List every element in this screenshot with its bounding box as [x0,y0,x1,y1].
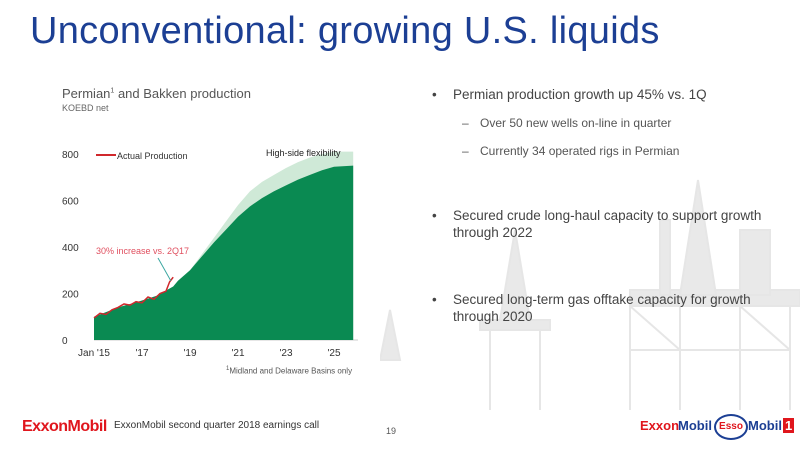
y-tick-label: 200 [62,290,79,301]
page-number: 19 [386,426,397,436]
sub-bullet-marker: – [462,116,469,130]
bullet-text: Secured crude long-haul capacity to supp… [453,208,762,240]
bullet-item: • Permian production growth up 45% vs. 1Q [432,86,782,103]
footnote-text: Midland and Delaware Basins only [229,366,353,376]
chart-footnote: 1Midland and Delaware Basins only [226,366,352,376]
oil-rig-background-image [380,179,800,410]
chart-subtitle: KOEBD net [62,103,109,113]
annotation-label: 30% increase vs. 2Q17 [96,246,189,256]
chart-title-rest: and Bakken production [114,86,251,101]
x-tick-label: '25 [327,348,340,359]
footer-text: ExxonMobil second quarter 2018 earnings … [114,420,320,431]
x-tick-label: Jan '15 [78,348,110,359]
bullet-text: Secured long-term gas offtake capacity f… [453,292,751,324]
bullet-item: • Secured crude long-haul capacity to sup… [432,207,782,241]
footnote-mark: 1 [226,366,230,372]
x-tick-label: '23 [279,348,292,359]
exxon-brand-logo: Exxon [640,418,680,433]
chart-title: Permian1 and Bakken production [62,86,251,101]
bullet-list: • Permian production growth up 45% vs. 1Q… [432,86,782,325]
esso-brand-logo: Esso [714,414,748,440]
sub-bullet-text: Over 50 new wells on-line in quarter [480,116,672,130]
y-tick-label: 400 [62,243,79,254]
chart-title-text: Permian [62,86,111,101]
x-tick-label: '21 [231,348,244,359]
mobil1-text: Mobil [748,418,782,433]
annotation-arrow [157,257,172,281]
sub-bullet-item: – Over 50 new wells on-line in quarter [432,116,782,131]
base-production-area [94,165,354,340]
bullet-marker: • [432,208,437,223]
production-chart: 0 200 400 600 800 Jan '15 '17 '19 '21 '23 '25 Act… [62,148,358,359]
mobil1-brand-logo: Mobil 1 [748,418,795,433]
mobil1-number: 1 [782,418,795,433]
y-tick-label: 0 [62,336,68,347]
actual-production-line [93,276,174,319]
high-side-label: High-side flexibility [266,148,341,158]
chart-title-footnote-mark: 1 [110,87,115,95]
bullet-marker: • [432,87,437,102]
exxonmobil-logo: ExxonMobil [22,418,107,435]
bullet-text: Permian production growth up 45% vs. 1Q [453,87,707,102]
bullet-marker: • [432,292,437,307]
sub-bullet-item: – Currently 34 operated rigs in Permian [432,144,782,159]
mobil-brand-logo: Mobil [678,418,712,433]
x-axis: Jan '15 '17 '19 '21 '23 '25 [78,339,358,359]
x-tick-label: '19 [183,348,196,359]
x-tick-label: '17 [135,348,148,359]
sub-bullet-marker: – [462,144,469,158]
sub-bullet-text: Currently 34 operated rigs in Permian [480,144,680,158]
y-tick-label: 600 [62,197,79,208]
slide-title: Unconventional: growing U.S. liquids [30,10,660,52]
bullet-item: • Secured long-term gas offtake capacity … [432,291,782,325]
y-tick-label: 800 [62,150,79,161]
legend-label-actual: Actual Production [117,151,188,161]
y-axis: 0 200 400 600 800 [62,150,79,347]
